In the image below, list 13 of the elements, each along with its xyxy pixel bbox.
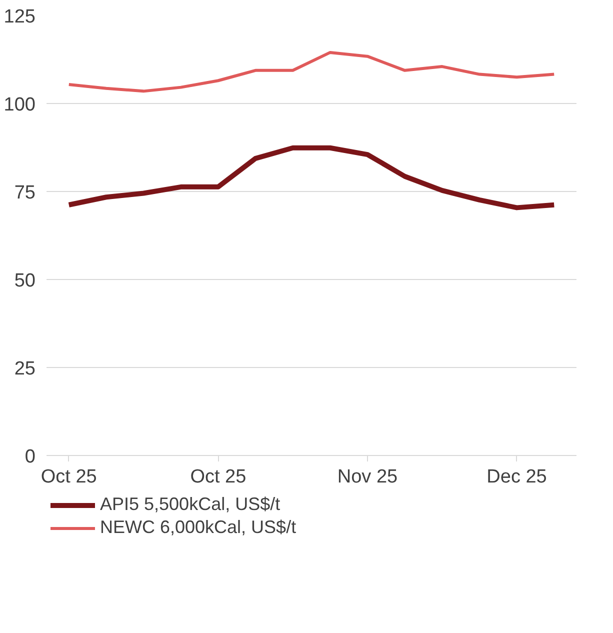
x-tick-label: Oct 25 — [40, 466, 97, 488]
x-tick-label: Dec 25 — [486, 466, 547, 488]
legend-label: NEWC 6,000kCal, US$/t — [100, 517, 296, 538]
line-series — [67, 50, 556, 93]
y-tick-label: 125 — [4, 6, 36, 28]
legend-label: API5 5,500kCal, US$/t — [100, 494, 280, 515]
x-tick-label: Oct 25 — [190, 466, 246, 488]
y-tick-label: 100 — [4, 94, 36, 116]
y-tick-label: 75 — [14, 182, 36, 204]
y-tick-label: 25 — [14, 358, 36, 380]
y-tick-label: 50 — [14, 270, 36, 292]
y-tick-label: 0 — [24, 446, 36, 468]
x-tick-label: Nov 25 — [337, 466, 398, 488]
